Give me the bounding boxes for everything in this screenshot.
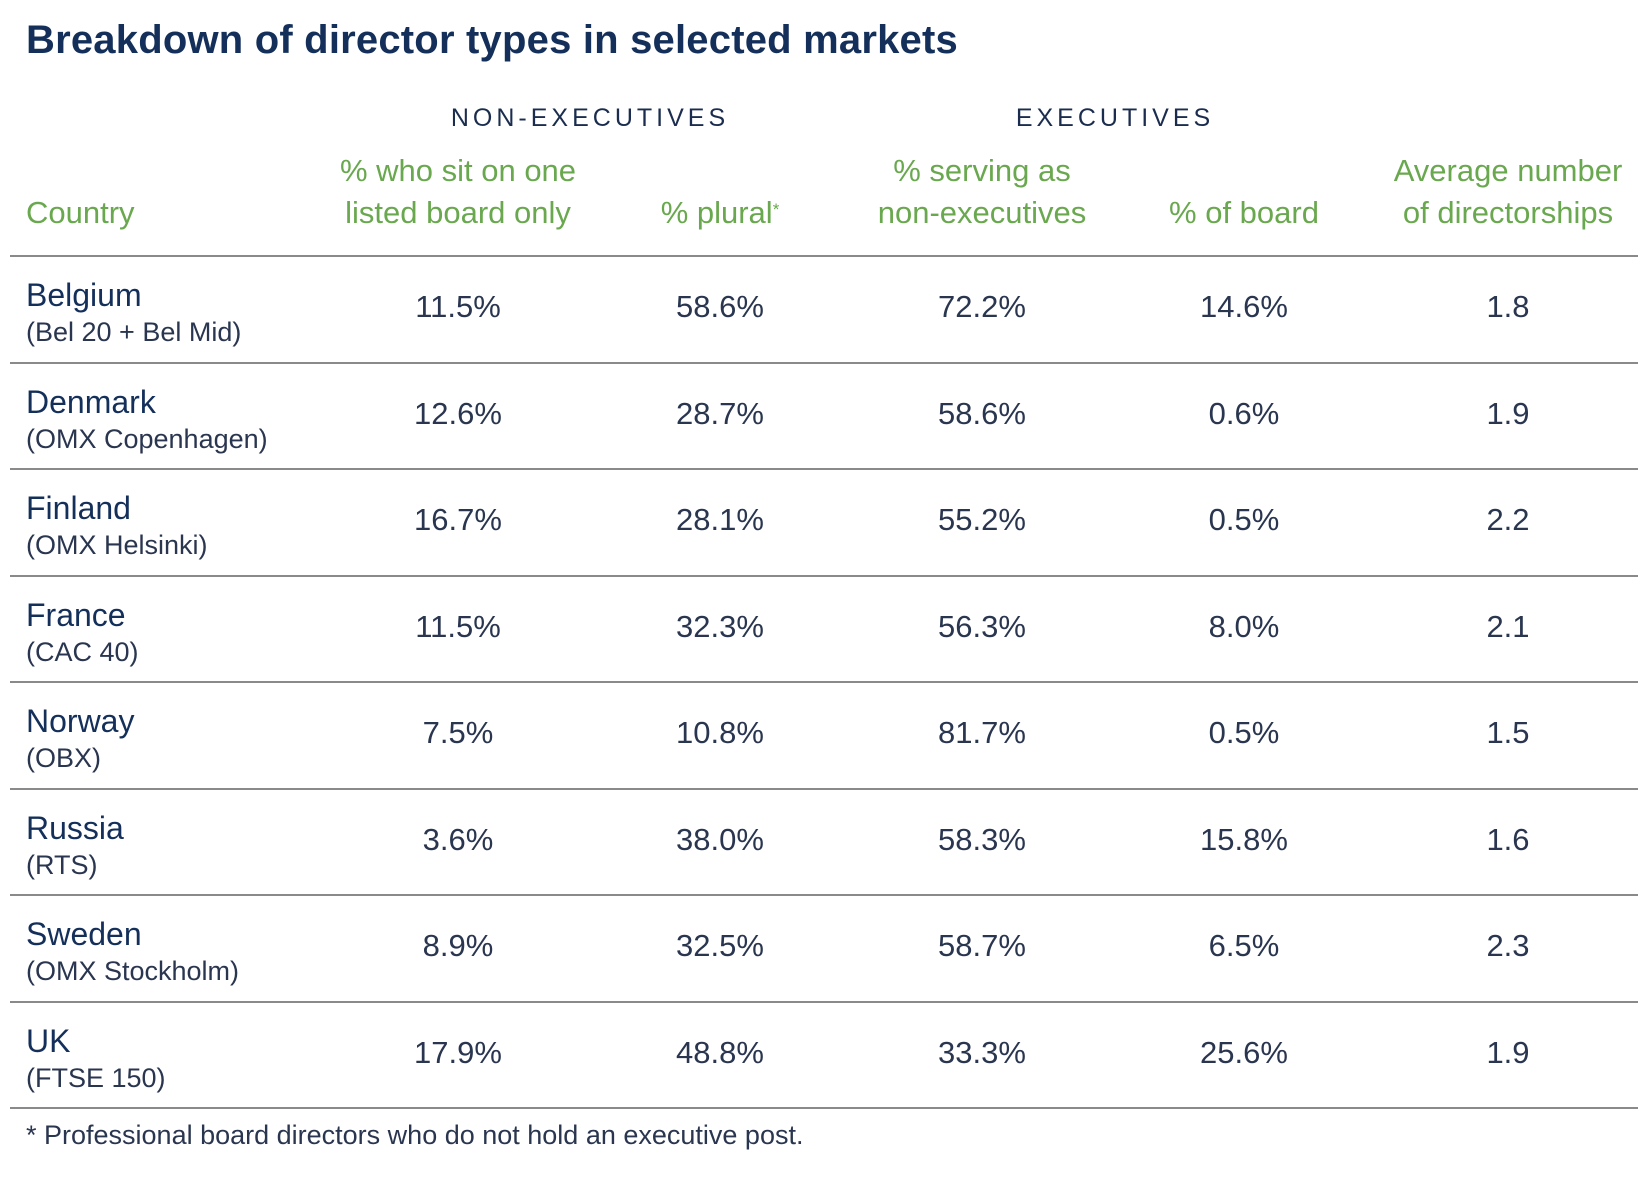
country-index: (RTS) (26, 850, 98, 880)
cell-avg: 2.2 (1486, 502, 1530, 537)
cell-of-board: 6.5% (1208, 928, 1280, 963)
country-name: Russia (26, 810, 124, 846)
row-divider (10, 1107, 1638, 1109)
table-row: UK (FTSE 150) 17.9% 48.8% 33.3% 25.6% 1.9 (0, 1003, 1640, 1109)
column-header-country: Country (26, 150, 135, 234)
cell-of-board: 25.6% (1200, 1035, 1288, 1070)
cell-one-board: 17.9% (414, 1035, 502, 1070)
column-header-serving-line2: non-executives (877, 195, 1087, 230)
row-divider (10, 681, 1638, 683)
country-name: Norway (26, 703, 135, 739)
country-index: (OMX Stockholm) (26, 956, 240, 986)
cell-avg: 1.6 (1486, 822, 1530, 857)
cell-serving: 58.3% (938, 822, 1026, 857)
column-header-avg-line2: of directorships (1402, 195, 1614, 230)
cell-of-board: 14.6% (1200, 289, 1288, 324)
row-divider (10, 1001, 1638, 1003)
table-title: Breakdown of director types in selected … (26, 18, 958, 62)
column-header-plural: % plural* (661, 150, 780, 234)
country-index: (CAC 40) (26, 637, 139, 667)
column-header-one-board-line2: listed board only (345, 195, 571, 230)
cell-avg: 1.5 (1486, 715, 1530, 750)
cell-one-board: 11.5% (415, 289, 501, 324)
country-index: (FTSE 150) (26, 1063, 166, 1093)
row-divider (10, 362, 1638, 364)
cell-serving: 81.7% (938, 715, 1026, 750)
cell-plural: 10.8% (676, 715, 764, 750)
cell-of-board: 15.8% (1200, 822, 1288, 857)
table-row: France (CAC 40) 11.5% 32.3% 56.3% 8.0% 2.1 (0, 577, 1640, 683)
cell-serving: 58.7% (938, 928, 1026, 963)
footnote: * Professional board directors who do no… (26, 1120, 804, 1150)
cell-avg: 1.9 (1486, 396, 1530, 431)
cell-one-board: 7.5% (422, 715, 494, 750)
cell-plural: 28.7% (676, 396, 764, 431)
row-divider (10, 575, 1638, 577)
cell-plural: 38.0% (676, 822, 764, 857)
table-row: Finland (OMX Helsinki) 16.7% 28.1% 55.2% 0.5%… (0, 470, 1640, 576)
column-header-avg-line1: Average number (1393, 153, 1623, 188)
cell-serving: 33.3% (938, 1035, 1026, 1070)
country-index: (Bel 20 + Bel Mid) (26, 317, 242, 347)
country-index: (OMX Helsinki) (26, 530, 208, 560)
cell-avg: 2.3 (1486, 928, 1530, 963)
row-divider (10, 894, 1638, 896)
column-header-of-board: % of board (1169, 150, 1319, 234)
table-row: Denmark (OMX Copenhagen) 12.6% 28.7% 58.6% 0.… (0, 364, 1640, 470)
country-name: Denmark (26, 384, 156, 420)
cell-of-board: 8.0% (1208, 609, 1280, 644)
row-divider (10, 255, 1638, 257)
country-name: Finland (26, 490, 131, 526)
cell-avg: 1.9 (1486, 1035, 1530, 1070)
cell-one-board: 8.9% (422, 928, 494, 963)
column-header-plural-label: % plural (660, 195, 773, 230)
column-header-country-label: Country (26, 195, 135, 230)
cell-of-board: 0.5% (1208, 715, 1280, 750)
cell-one-board: 3.6% (422, 822, 494, 857)
country-name: Sweden (26, 916, 142, 952)
cell-plural: 28.1% (676, 502, 764, 537)
column-header-one-board-line1: % who sit on one (339, 153, 577, 188)
column-header-plural-asterisk: * (772, 200, 780, 219)
country-name: Belgium (26, 277, 142, 313)
row-divider (10, 788, 1638, 790)
table-row: Norway (OBX) 7.5% 10.8% 81.7% 0.5% 1.5 (0, 683, 1640, 789)
column-header-serving: % serving as non-executives (878, 150, 1087, 234)
cell-one-board: 12.6% (414, 396, 502, 431)
group-label-non-executives: NON-EXECUTIVES (450, 104, 730, 132)
cell-plural: 32.3% (676, 609, 764, 644)
column-header-of-board-label: % of board (1169, 195, 1319, 230)
column-header-serving-line1: % serving as (893, 153, 1071, 188)
cell-serving: 58.6% (938, 396, 1026, 431)
cell-of-board: 0.5% (1208, 502, 1280, 537)
cell-plural: 58.6% (676, 289, 764, 324)
cell-one-board: 16.7% (414, 502, 502, 537)
country-index: (OMX Copenhagen) (26, 424, 268, 454)
country-name: UK (26, 1023, 71, 1059)
group-label-executives: EXECUTIVES (1015, 104, 1215, 132)
cell-of-board: 0.6% (1208, 396, 1280, 431)
row-divider (10, 468, 1638, 470)
cell-one-board: 11.5% (415, 609, 501, 644)
cell-plural: 32.5% (676, 928, 764, 963)
cell-plural: 48.8% (676, 1035, 764, 1070)
table-row: Russia (RTS) 3.6% 38.0% 58.3% 15.8% 1.6 (0, 790, 1640, 896)
cell-serving: 72.2% (938, 289, 1026, 324)
table-row: Sweden (OMX Stockholm) 8.9% 32.5% 58.7% 6.5% 2… (0, 896, 1640, 1002)
country-name: France (26, 597, 126, 633)
table-row: Belgium (Bel 20 + Bel Mid) 11.5% 58.6% 72.2%… (0, 257, 1640, 363)
cell-avg: 2.1 (1486, 609, 1530, 644)
column-header-avg: Average number of directorships (1394, 150, 1623, 234)
cell-avg: 1.8 (1486, 289, 1530, 324)
cell-serving: 55.2% (938, 502, 1026, 537)
column-header-one-board: % who sit on one listed board only (340, 150, 576, 234)
cell-serving: 56.3% (938, 609, 1026, 644)
country-index: (OBX) (26, 743, 102, 773)
